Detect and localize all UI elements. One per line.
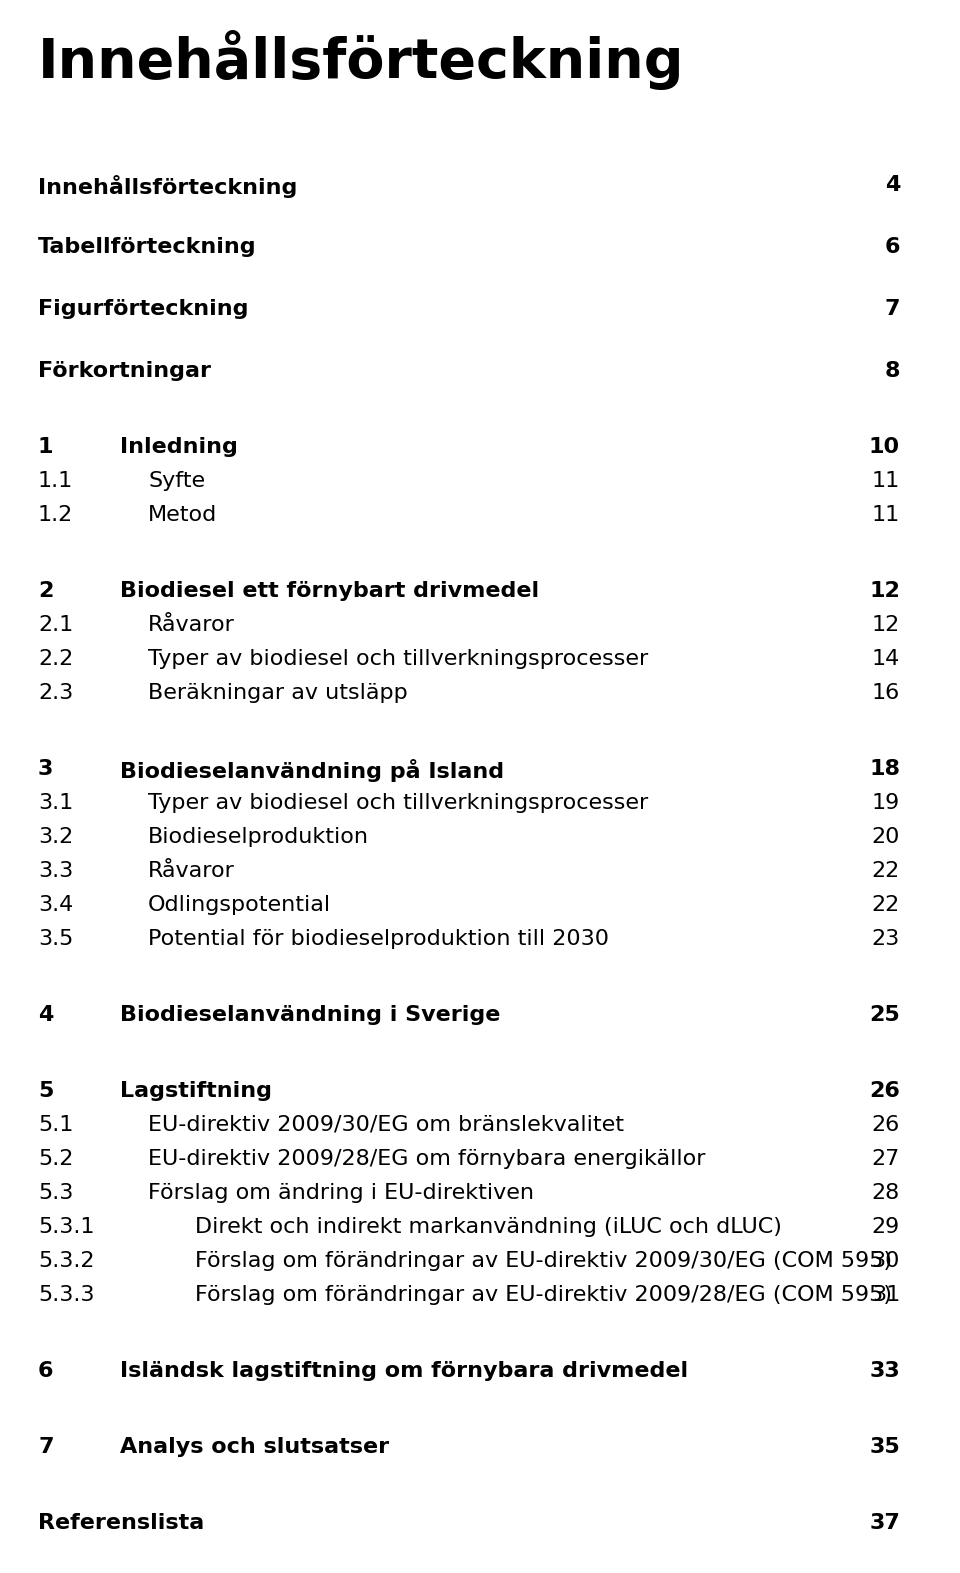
Text: Figurförteckning: Figurförteckning xyxy=(38,299,249,319)
Text: 6: 6 xyxy=(38,1361,54,1381)
Text: Biodiesel ett förnybart drivmedel: Biodiesel ett förnybart drivmedel xyxy=(120,580,540,601)
Text: 37: 37 xyxy=(869,1513,900,1534)
Text: 22: 22 xyxy=(872,860,900,881)
Text: 3.2: 3.2 xyxy=(38,827,73,846)
Text: Lagstiftning: Lagstiftning xyxy=(120,1081,272,1101)
Text: 5.3.2: 5.3.2 xyxy=(38,1251,94,1271)
Text: 28: 28 xyxy=(872,1183,900,1203)
Text: 3.5: 3.5 xyxy=(38,930,73,949)
Text: 3.4: 3.4 xyxy=(38,895,73,915)
Text: 7: 7 xyxy=(884,299,900,319)
Text: 4: 4 xyxy=(884,175,900,195)
Text: 31: 31 xyxy=(872,1285,900,1306)
Text: 22: 22 xyxy=(872,895,900,915)
Text: 1.1: 1.1 xyxy=(38,470,73,491)
Text: 20: 20 xyxy=(872,827,900,846)
Text: Biodieselproduktion: Biodieselproduktion xyxy=(148,827,369,846)
Text: Analys och slutsatser: Analys och slutsatser xyxy=(120,1438,389,1457)
Text: 33: 33 xyxy=(869,1361,900,1381)
Text: Förkortningar: Förkortningar xyxy=(38,360,211,381)
Text: 11: 11 xyxy=(872,470,900,491)
Text: Innehållsförteckning: Innehållsförteckning xyxy=(38,175,298,198)
Text: 5.3.1: 5.3.1 xyxy=(38,1218,94,1236)
Text: 2.2: 2.2 xyxy=(38,650,73,669)
Text: Direkt och indirekt markanvändning (iLUC och dLUC): Direkt och indirekt markanvändning (iLUC… xyxy=(195,1218,781,1236)
Text: EU-direktiv 2009/30/EG om bränslekvalitet: EU-direktiv 2009/30/EG om bränslekvalite… xyxy=(148,1115,624,1136)
Text: 6: 6 xyxy=(884,238,900,256)
Text: Inledning: Inledning xyxy=(120,437,238,458)
Text: 25: 25 xyxy=(869,1005,900,1026)
Text: 27: 27 xyxy=(872,1148,900,1169)
Text: 10: 10 xyxy=(869,437,900,458)
Text: Syfte: Syfte xyxy=(148,470,205,491)
Text: Isländsk lagstiftning om förnybara drivmedel: Isländsk lagstiftning om förnybara drivm… xyxy=(120,1361,688,1381)
Text: 5.3: 5.3 xyxy=(38,1183,73,1203)
Text: 8: 8 xyxy=(884,360,900,381)
Text: Potential för biodieselproduktion till 2030: Potential för biodieselproduktion till 2… xyxy=(148,930,609,949)
Text: Förslag om ändring i EU-direktiven: Förslag om ändring i EU-direktiven xyxy=(148,1183,534,1203)
Text: 14: 14 xyxy=(872,650,900,669)
Text: 26: 26 xyxy=(869,1081,900,1101)
Text: 18: 18 xyxy=(869,760,900,779)
Text: 5.1: 5.1 xyxy=(38,1115,73,1136)
Text: 35: 35 xyxy=(869,1438,900,1457)
Text: Förslag om förändringar av EU-direktiv 2009/28/EG (COM 595): Förslag om förändringar av EU-direktiv 2… xyxy=(195,1285,892,1306)
Text: 2.1: 2.1 xyxy=(38,615,73,635)
Text: Typer av biodiesel och tillverkningsprocesser: Typer av biodiesel och tillverkningsproc… xyxy=(148,650,648,669)
Text: Referenslista: Referenslista xyxy=(38,1513,204,1534)
Text: 2.3: 2.3 xyxy=(38,683,73,703)
Text: 3: 3 xyxy=(38,760,54,779)
Text: Råvaror: Råvaror xyxy=(148,860,235,881)
Text: 12: 12 xyxy=(869,580,900,601)
Text: 30: 30 xyxy=(872,1251,900,1271)
Text: 1: 1 xyxy=(38,437,54,458)
Text: Förslag om förändringar av EU-direktiv 2009/30/EG (COM 595): Förslag om förändringar av EU-direktiv 2… xyxy=(195,1251,892,1271)
Text: 11: 11 xyxy=(872,505,900,525)
Text: 2: 2 xyxy=(38,580,54,601)
Text: 26: 26 xyxy=(872,1115,900,1136)
Text: Odlingspotential: Odlingspotential xyxy=(148,895,331,915)
Text: 29: 29 xyxy=(872,1218,900,1236)
Text: 1.2: 1.2 xyxy=(38,505,73,525)
Text: Biodieselanvändning i Sverige: Biodieselanvändning i Sverige xyxy=(120,1005,500,1026)
Text: 5: 5 xyxy=(38,1081,54,1101)
Text: 23: 23 xyxy=(872,930,900,949)
Text: Råvaror: Råvaror xyxy=(148,615,235,635)
Text: 5.3.3: 5.3.3 xyxy=(38,1285,94,1306)
Text: 3.3: 3.3 xyxy=(38,860,73,881)
Text: EU-direktiv 2009/28/EG om förnybara energikällor: EU-direktiv 2009/28/EG om förnybara ener… xyxy=(148,1148,706,1169)
Text: Metod: Metod xyxy=(148,505,217,525)
Text: 16: 16 xyxy=(872,683,900,703)
Text: Innehållsförteckning: Innehållsförteckning xyxy=(38,30,684,90)
Text: Tabellförteckning: Tabellförteckning xyxy=(38,238,256,256)
Text: Typer av biodiesel och tillverkningsprocesser: Typer av biodiesel och tillverkningsproc… xyxy=(148,793,648,813)
Text: 4: 4 xyxy=(38,1005,54,1026)
Text: 19: 19 xyxy=(872,793,900,813)
Text: 7: 7 xyxy=(38,1438,54,1457)
Text: 12: 12 xyxy=(872,615,900,635)
Text: 3.1: 3.1 xyxy=(38,793,73,813)
Text: Biodieselanvändning på Island: Biodieselanvändning på Island xyxy=(120,760,504,782)
Text: 5.2: 5.2 xyxy=(38,1148,73,1169)
Text: Beräkningar av utsläpp: Beräkningar av utsläpp xyxy=(148,683,408,703)
